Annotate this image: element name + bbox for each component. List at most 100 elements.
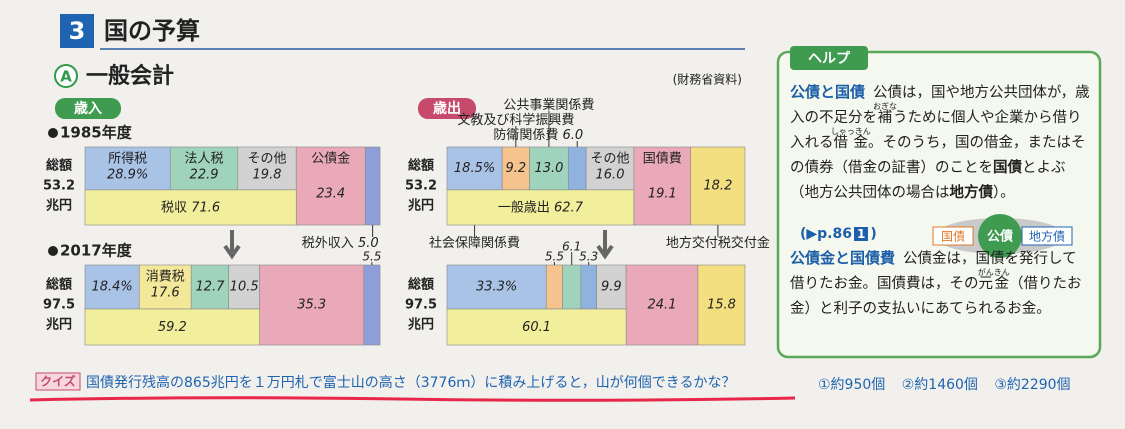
tag-bg bbox=[55, 98, 121, 119]
help-text: （借りたお金）と利子の支払いにあてられるお金。 bbox=[790, 276, 1082, 317]
segment-value: 17.6 bbox=[151, 286, 180, 301]
help-text: 地方債 bbox=[949, 185, 994, 201]
segment-name: その他 bbox=[248, 152, 287, 167]
segment-name: 国債費 bbox=[643, 152, 682, 167]
segment bbox=[364, 146, 381, 226]
help-heading: 公債と国債 bbox=[790, 83, 866, 101]
segment-value: 5.0 bbox=[358, 236, 379, 251]
quiz-option: ①約950個 bbox=[818, 377, 886, 393]
tag-bg bbox=[418, 98, 476, 119]
segment-value: 5.5 bbox=[545, 250, 564, 264]
total-unit: 兆円 bbox=[408, 317, 434, 333]
segment-value: 16.0 bbox=[596, 168, 625, 183]
section-title: 国の予算 bbox=[104, 17, 200, 45]
segment-name: 所得税 bbox=[108, 151, 147, 167]
segment-name: 社会保障関係費 bbox=[429, 235, 520, 251]
ruby: 補おぎな bbox=[873, 102, 897, 126]
diagram-center-circle bbox=[978, 214, 1022, 258]
segment bbox=[697, 264, 746, 346]
subtotal-value: 62.7 bbox=[554, 200, 584, 215]
total-value: 97.5 bbox=[43, 298, 75, 313]
revenue-tag: 歳入 bbox=[74, 100, 102, 117]
total-value: 53.2 bbox=[43, 179, 75, 194]
diagram-tag bbox=[1021, 226, 1073, 246]
segment-value: 28.9% bbox=[107, 168, 148, 183]
segment-value: 12.7 bbox=[195, 280, 225, 295]
diagram-tag bbox=[932, 226, 974, 246]
segment-name: 公債金 bbox=[311, 151, 350, 167]
segment-value: 9.9 bbox=[601, 280, 622, 295]
year-bullet bbox=[48, 246, 58, 256]
quiz-tag-bg bbox=[35, 372, 81, 391]
segment bbox=[545, 264, 563, 310]
segment-label: 税外収入 5.0 bbox=[302, 236, 379, 251]
expenditure-tag: 歳出 bbox=[433, 100, 461, 117]
segment-value: 10.5 bbox=[230, 280, 259, 295]
subtotal bbox=[446, 308, 627, 346]
year-label: 1985年度 bbox=[60, 124, 133, 142]
subtotal bbox=[84, 189, 297, 226]
section-number: 3 bbox=[69, 17, 86, 45]
segment-value: 5.5 bbox=[362, 250, 381, 264]
segment-name: 公共事業関係費 bbox=[503, 97, 594, 113]
segment-value: 33.3% bbox=[476, 280, 517, 295]
subtotal-name: 一般歳出 bbox=[498, 199, 550, 215]
segment bbox=[567, 146, 587, 191]
total-unit: 兆円 bbox=[46, 198, 72, 214]
diagram-left: 国債 bbox=[941, 229, 965, 244]
help-ref: (▶p.86 1) bbox=[800, 226, 877, 242]
segment-value: 9.2 bbox=[505, 161, 526, 176]
help-text: とよぶ（地方公共団体の場合は bbox=[790, 160, 1066, 201]
segment-value: 22.9 bbox=[190, 168, 219, 183]
ruby-base: 元金 bbox=[977, 276, 1010, 292]
segment bbox=[190, 264, 229, 310]
segment bbox=[84, 146, 171, 191]
subtotal-name: 税収 bbox=[161, 200, 187, 215]
total-unit: 兆円 bbox=[408, 198, 434, 214]
ruby-text: がんきん bbox=[977, 268, 1010, 277]
help-paragraph: 公債と国債 公債は，国や地方公共団体が，歳入の不足分を補おぎなうために個人や企業か… bbox=[790, 80, 1090, 206]
total-label: 総額 bbox=[46, 277, 72, 293]
quiz-options: ①約950個 ②約1460個 ③約2290個 bbox=[818, 374, 1071, 394]
total-value: 53.2 bbox=[405, 179, 437, 194]
segment-value: 19.8 bbox=[253, 168, 282, 183]
segment-label: 社会保障関係費 bbox=[429, 235, 520, 251]
segment-value: 23.4 bbox=[316, 187, 345, 202]
help-title: ヘルプ bbox=[808, 51, 851, 67]
segment-label: 文教及び科学振興費 bbox=[457, 112, 574, 128]
year-label: 2017年度 bbox=[60, 242, 133, 260]
segment-value: 13.0 bbox=[534, 161, 563, 176]
segment-value: 19.1 bbox=[648, 187, 677, 202]
quiz-option: ②約1460個 bbox=[901, 377, 978, 393]
ruby-base: 補 bbox=[873, 110, 897, 126]
segment bbox=[633, 146, 692, 226]
segment bbox=[690, 146, 746, 226]
ruby: 借金しゃっきん bbox=[830, 127, 871, 151]
ref-part: ) bbox=[870, 226, 877, 242]
help-text: 公債と国債 公債は，国や地方公共団体が，歳入の不足分を補おぎなうために個人や企業か… bbox=[790, 80, 1090, 328]
ruby-base: 借金 bbox=[830, 135, 871, 151]
arrow bbox=[596, 230, 614, 260]
segment bbox=[295, 146, 366, 226]
subsection-title: 一般会計 bbox=[86, 63, 174, 89]
help-text: ）。 bbox=[993, 185, 1015, 201]
ref-part: (▶p.86 bbox=[800, 226, 852, 242]
subtotal-label: 税収 71.6 bbox=[161, 200, 220, 215]
ref-part: 1 bbox=[854, 227, 869, 241]
segment-value: 35.3 bbox=[297, 298, 326, 313]
total-label: 総額 bbox=[46, 158, 72, 174]
subtotal-label: 60.1 bbox=[522, 320, 551, 335]
help-text: 国債 bbox=[993, 160, 1022, 176]
segment-value: 18.4% bbox=[91, 280, 132, 295]
subtotal-value: 59.2 bbox=[158, 320, 187, 335]
source: (財務省資料) bbox=[673, 72, 742, 87]
segment-label: 地方交付税交付金 bbox=[666, 235, 770, 251]
segment-label: 防衛関係費 6.0 bbox=[493, 127, 583, 143]
arrow bbox=[223, 230, 241, 260]
subtotal-value: 71.6 bbox=[191, 200, 220, 215]
help-paragraph: 公債金と国債費 公債金は，国債を発行して借りたお金。国債費は，その元金がんきん（借… bbox=[790, 246, 1090, 322]
segment-name: 防衛関係費 bbox=[493, 127, 558, 143]
subtotal bbox=[446, 189, 635, 226]
ruby-text: しゃっきん bbox=[830, 127, 871, 136]
